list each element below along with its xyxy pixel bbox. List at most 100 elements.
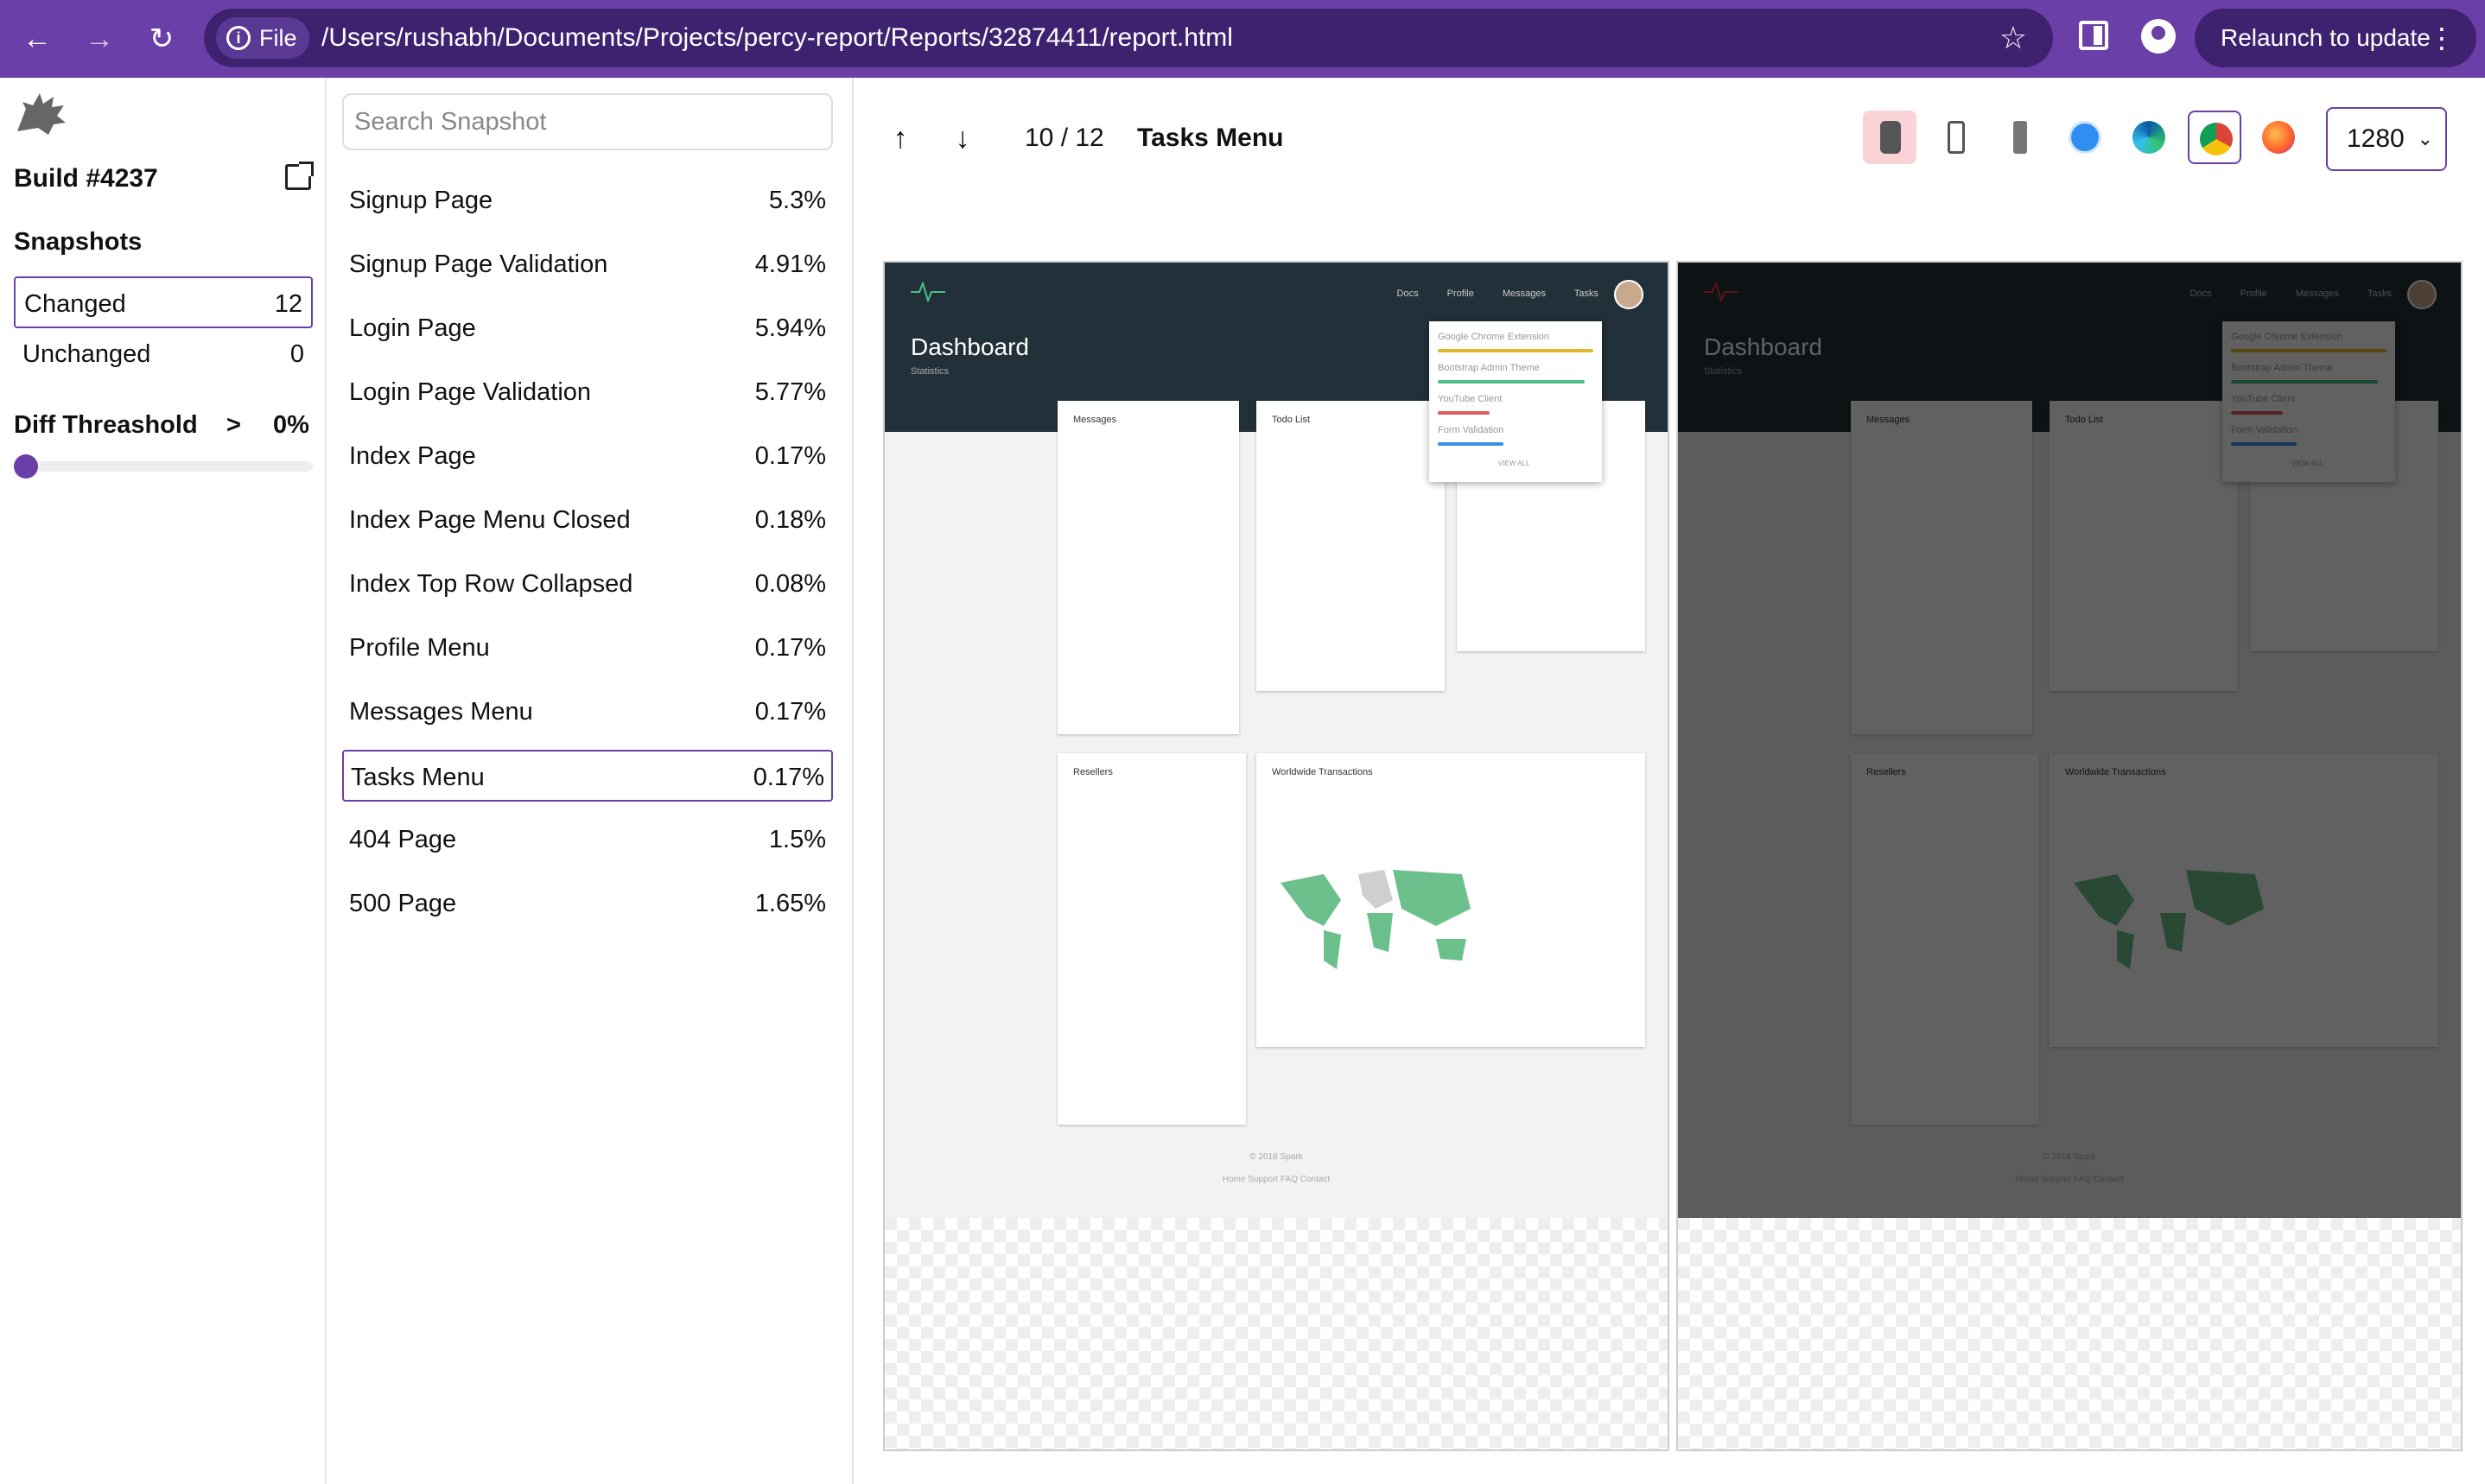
snapshot-list-item[interactable]: Index Top Row Collapsed 0.08% bbox=[342, 558, 833, 610]
diff-screenshot: Docs Profile Messages Tasks Dashboard St… bbox=[1678, 263, 2461, 1218]
filter-label: Changed bbox=[24, 290, 126, 318]
snapshot-item-name: Index Page Menu Closed bbox=[349, 506, 631, 534]
filter-count: 12 bbox=[274, 290, 302, 318]
address-bar[interactable]: i File /Users/rushabh/Documents/Projects… bbox=[204, 9, 2053, 67]
snapshot-list-item[interactable]: Login Page Validation 5.77% bbox=[342, 366, 833, 418]
chevron-down-icon: ⌄ bbox=[2417, 128, 2433, 149]
search-snapshot-input[interactable] bbox=[342, 93, 833, 150]
diff-screenshot-panel[interactable]: Docs Profile Messages Tasks Dashboard St… bbox=[1676, 261, 2463, 1451]
transactions-card: Worldwide Transactions bbox=[1256, 753, 1645, 1047]
snapshot-item-diff: 0.17% bbox=[754, 442, 826, 470]
dashboard-subtitle: Statistics bbox=[911, 366, 950, 377]
snapshot-item-diff: 1.5% bbox=[768, 826, 826, 853]
device-icon[interactable] bbox=[1863, 111, 1916, 164]
reload-icon[interactable]: ↻ bbox=[149, 22, 175, 55]
snapshot-item-name: Login Page Validation bbox=[349, 378, 592, 406]
profile-avatar-icon[interactable] bbox=[2141, 19, 2176, 54]
filter-label: Unchanged bbox=[22, 340, 151, 368]
tasks-dropdown-menu: Google Chrome Extension Bootstrap Admin … bbox=[1429, 321, 1602, 482]
chrome-icon[interactable] bbox=[2188, 111, 2241, 164]
snapshot-item-name: 404 Page bbox=[349, 826, 457, 853]
card-title: Messages bbox=[1073, 415, 1117, 425]
edge-icon[interactable] bbox=[2122, 111, 2176, 164]
comparison-view: ↑ ↓ 10 / 12 Tasks Menu 1280 ⌄ Docs Profi… bbox=[855, 78, 2485, 1484]
more-vert-icon: ⋮ bbox=[2428, 22, 2456, 54]
card-title: Todo List bbox=[1272, 415, 1311, 425]
snapshot-list-item[interactable]: Login Page 5.94% bbox=[342, 302, 833, 354]
menu-item: Bootstrap Admin Theme bbox=[1438, 363, 1540, 373]
snapshot-list-item[interactable]: Signup Page 5.3% bbox=[342, 174, 833, 226]
info-icon: i bbox=[226, 26, 251, 50]
dashboard-title: Dashboard bbox=[911, 333, 1029, 360]
back-icon[interactable]: ← bbox=[22, 22, 52, 55]
card-title: Worldwide Transactions bbox=[1272, 767, 1373, 777]
snapshots-heading: Snapshots bbox=[14, 228, 143, 256]
snapshot-item-name: Login Page bbox=[349, 314, 476, 342]
snapshot-list-item[interactable]: 404 Page 1.5% bbox=[342, 814, 833, 866]
external-link-icon[interactable] bbox=[285, 162, 314, 190]
relaunch-button[interactable]: Relaunch to update ⋮ bbox=[2195, 9, 2476, 67]
menu-item: Google Chrome Extension bbox=[1438, 332, 1550, 342]
menu-view-all: VIEW ALL bbox=[1498, 460, 1530, 467]
messages-card: Messages bbox=[1058, 401, 1239, 734]
snapshot-name: Tasks Menu bbox=[1137, 124, 1284, 152]
snapshot-item-diff: 0.17% bbox=[753, 764, 824, 791]
world-map bbox=[1281, 870, 1471, 969]
snapshot-item-diff: 5.77% bbox=[754, 378, 826, 406]
snapshot-item-diff: 4.91% bbox=[754, 251, 826, 278]
snapshot-item-name: 500 Page bbox=[349, 890, 457, 917]
snapshot-list-item[interactable]: Profile Menu 0.17% bbox=[342, 622, 833, 674]
snapshot-counter: 10 / 12 bbox=[1025, 124, 1104, 152]
base-screenshot-panel[interactable]: Docs Profile Messages Tasks Dashboard St… bbox=[883, 261, 1669, 1451]
avatar bbox=[1614, 280, 1643, 309]
menu-item: Form Validation bbox=[1438, 425, 1504, 435]
dashboard-nav: Docs Profile Messages Tasks bbox=[1396, 289, 1598, 299]
snapshot-list-item[interactable]: 500 Page 1.65% bbox=[342, 878, 833, 929]
iphone-icon[interactable] bbox=[1929, 111, 1982, 164]
browser-toolbar: ← → ↻ i File /Users/rushabh/Documents/Pr… bbox=[0, 0, 2485, 78]
next-snapshot-icon[interactable]: ↓ bbox=[955, 122, 970, 155]
threshold-operator: > bbox=[226, 411, 241, 439]
snapshot-item-diff: 1.65% bbox=[754, 890, 826, 917]
snapshot-item-name: Signup Page Validation bbox=[349, 251, 608, 278]
threshold-slider[interactable] bbox=[14, 454, 313, 479]
site-info-chip[interactable]: i File bbox=[216, 17, 309, 59]
base-screenshot: Docs Profile Messages Tasks Dashboard St… bbox=[885, 263, 1668, 1218]
width-value: 1280 bbox=[2347, 124, 2405, 153]
bookmark-star-icon[interactable]: ☆ bbox=[1999, 20, 2027, 55]
filter-changed[interactable]: Changed 12 bbox=[14, 276, 313, 328]
build-title: Build #4237 bbox=[14, 164, 158, 193]
safari-icon[interactable] bbox=[2058, 111, 2112, 164]
snapshot-item-diff: 5.94% bbox=[754, 314, 826, 342]
snapshot-list-item[interactable]: Signup Page Validation 4.91% bbox=[342, 238, 833, 290]
snapshot-list-item[interactable]: Index Page Menu Closed 0.18% bbox=[342, 494, 833, 546]
firefox-icon[interactable] bbox=[2252, 111, 2305, 164]
android-icon[interactable] bbox=[1992, 111, 2046, 164]
snapshot-list-item[interactable]: Tasks Menu 0.17% bbox=[342, 750, 833, 802]
snapshot-item-name: Profile Menu bbox=[349, 634, 490, 662]
snapshot-list-item[interactable]: Messages Menu 0.17% bbox=[342, 686, 833, 738]
snapshot-list-pane: Signup Page 5.3% Signup Page Validation 4.9… bbox=[328, 78, 854, 1484]
width-select[interactable]: 1280 ⌄ bbox=[2326, 107, 2447, 171]
filter-unchanged[interactable]: Unchanged 0 bbox=[14, 328, 313, 380]
snapshot-item-diff: 0.08% bbox=[754, 570, 826, 598]
snapshot-item-name: Index Page bbox=[349, 442, 476, 470]
percy-logo-icon bbox=[17, 93, 66, 135]
relaunch-label: Relaunch to update bbox=[2221, 24, 2431, 51]
footer-copyright: © 2018 Spark bbox=[1249, 1152, 1303, 1162]
pulse-logo-icon bbox=[911, 282, 945, 302]
snapshot-item-diff: 0.17% bbox=[754, 634, 826, 662]
file-chip-label: File bbox=[259, 25, 297, 51]
card-title: Resellers bbox=[1073, 767, 1113, 777]
forward-icon[interactable]: → bbox=[85, 22, 114, 55]
snapshot-list-item[interactable]: Index Page 0.17% bbox=[342, 430, 833, 482]
snapshot-item-name: Messages Menu bbox=[349, 698, 533, 726]
todo-card: Todo List bbox=[1256, 401, 1445, 691]
footer-links: Home Support FAQ Contact bbox=[1222, 1175, 1331, 1184]
snapshot-item-diff: 0.18% bbox=[754, 506, 826, 534]
diff-overlay bbox=[1678, 263, 2461, 1218]
url-text[interactable]: /Users/rushabh/Documents/Projects/percy-… bbox=[321, 23, 1233, 52]
side-panel-icon[interactable] bbox=[2079, 21, 2108, 50]
previous-snapshot-icon[interactable]: ↑ bbox=[893, 122, 908, 155]
slider-knob[interactable] bbox=[14, 454, 38, 479]
